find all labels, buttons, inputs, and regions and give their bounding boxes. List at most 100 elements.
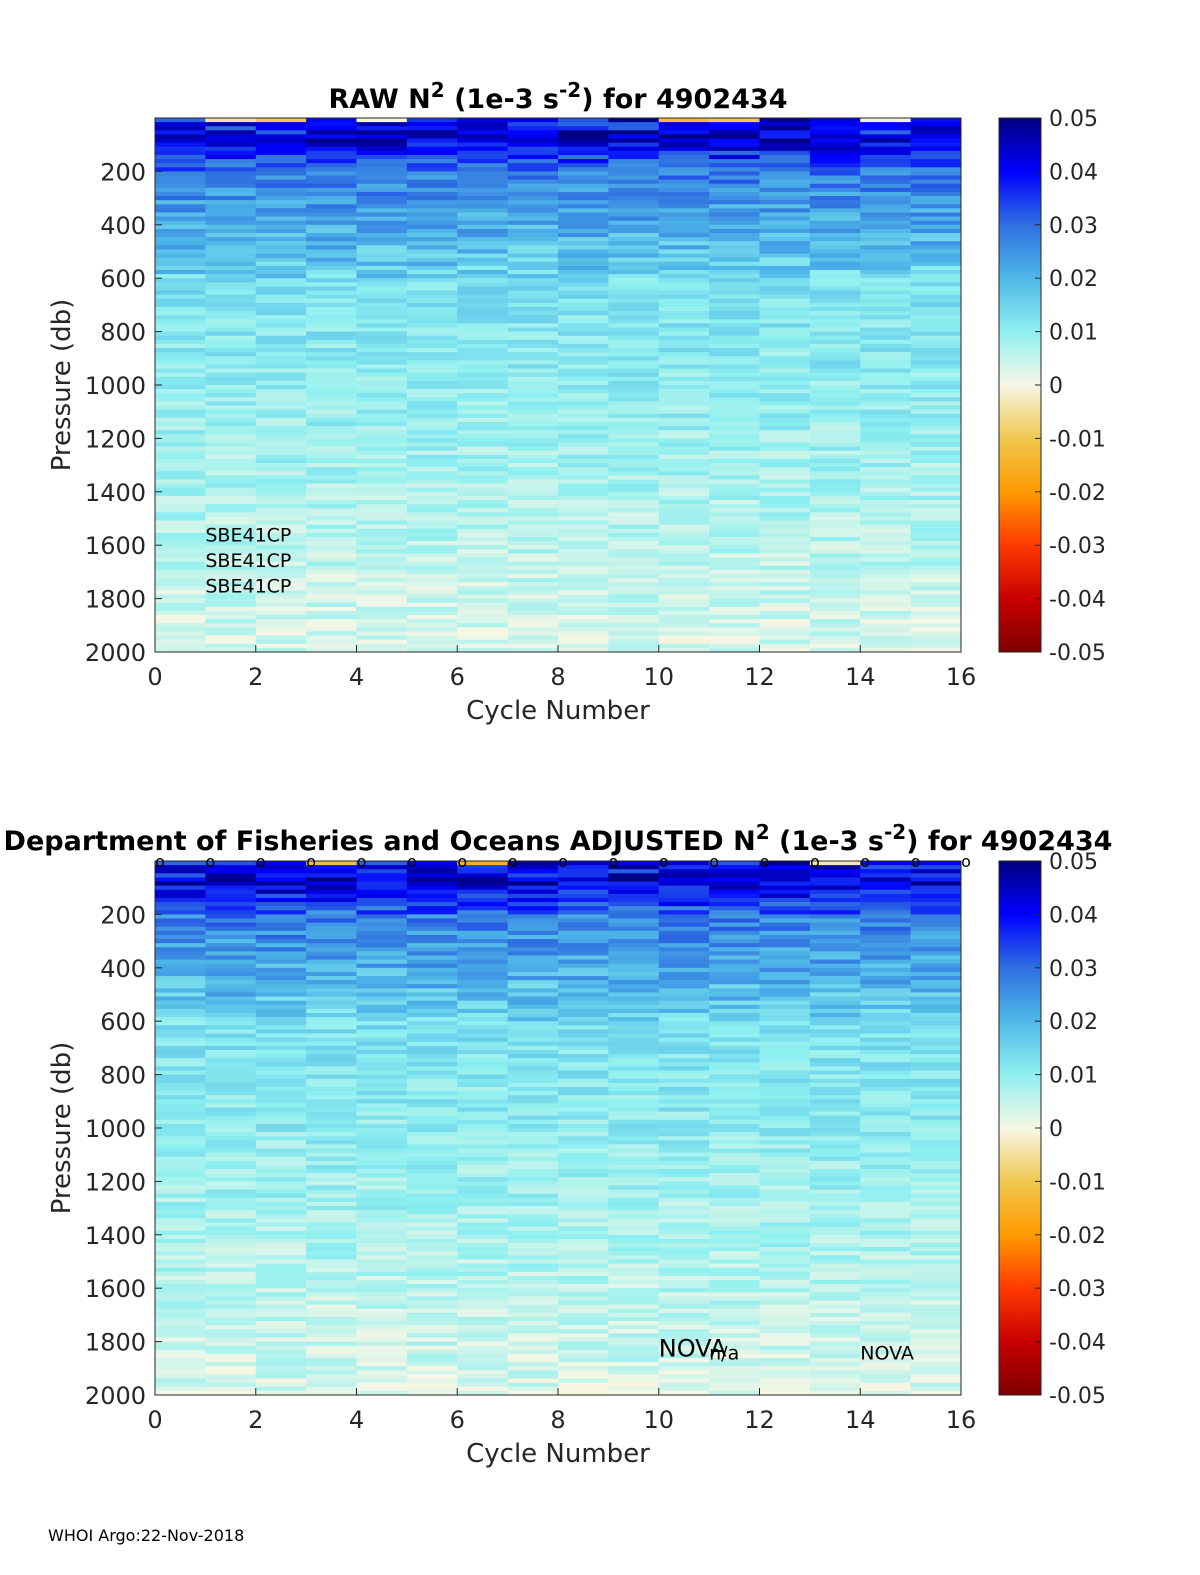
- heatmap-cell: [457, 1107, 509, 1112]
- heatmap-cell: [558, 1181, 609, 1186]
- heatmap-cell: [558, 602, 609, 608]
- heatmap-cell: [205, 1201, 257, 1207]
- heatmap-cell: [709, 302, 760, 308]
- heatmap-cell: [155, 1201, 206, 1207]
- heatmap-cell: [306, 389, 357, 394]
- heatmap-cell: [457, 1271, 509, 1277]
- heatmap-cell: [457, 306, 509, 312]
- heatmap-cell: [709, 286, 760, 291]
- heatmap-cell: [255, 623, 307, 628]
- heatmap-cell: [759, 504, 811, 509]
- heatmap-cell: [507, 1279, 559, 1285]
- heatmap-cell: [507, 861, 559, 866]
- heatmap-cell: [306, 897, 357, 903]
- heatmap-cell: [255, 228, 307, 234]
- heatmap-cell: [658, 1304, 710, 1310]
- heatmap-cell: [658, 1284, 710, 1289]
- heatmap-cell: [608, 1316, 660, 1322]
- heatmap-cell: [155, 1279, 206, 1285]
- heatmap-cell: [255, 397, 307, 402]
- heatmap-cell: [558, 610, 609, 616]
- heatmap-cell: [658, 1111, 710, 1117]
- heatmap-cell: [558, 532, 609, 538]
- heatmap-cell: [356, 1255, 408, 1260]
- heatmap-cell: [860, 237, 912, 242]
- heatmap-cell: [608, 532, 660, 538]
- heatmap-cell: [558, 1263, 609, 1269]
- heatmap-cell: [306, 1296, 357, 1301]
- heatmap-cell: [809, 290, 861, 296]
- heatmap-cell: [759, 475, 811, 480]
- heatmap-cell: [356, 409, 408, 415]
- heatmap-cell: [306, 1037, 357, 1043]
- heatmap-cell: [608, 1308, 660, 1314]
- heatmap-cell: [759, 1271, 811, 1277]
- heatmap-cell: [759, 1279, 811, 1285]
- heatmap-cell: [205, 167, 257, 172]
- heatmap-cell: [809, 175, 861, 181]
- heatmap-cell: [406, 241, 458, 246]
- heatmap-cell: [406, 565, 458, 571]
- heatmap-cell: [255, 393, 307, 398]
- heatmap-cell: [457, 1275, 509, 1281]
- heatmap-cell: [558, 549, 609, 554]
- heatmap-cell: [356, 216, 408, 222]
- heatmap-cell: [558, 1382, 609, 1388]
- heatmap-cell: [356, 1300, 408, 1306]
- heatmap-cell: [457, 578, 509, 583]
- heatmap-cell: [860, 984, 912, 989]
- heatmap-cell: [356, 413, 408, 419]
- heatmap-cell: [860, 1041, 912, 1047]
- heatmap-cell: [406, 1390, 458, 1396]
- heatmap-cell: [356, 881, 408, 887]
- heatmap-cell: [255, 996, 307, 1002]
- heatmap-cell: [658, 1214, 710, 1219]
- heatmap-cell: [406, 536, 458, 542]
- heatmap-cell: [910, 520, 962, 526]
- heatmap-cell: [809, 163, 861, 168]
- heatmap-cell: [457, 590, 509, 595]
- heatmap-cell: [507, 553, 559, 558]
- colorbar-tick-label: 0: [1049, 374, 1063, 399]
- heatmap-cell: [155, 401, 206, 406]
- heatmap-cell: [507, 1210, 559, 1215]
- heatmap-cell: [306, 339, 357, 345]
- heatmap-cell: [205, 1259, 257, 1264]
- heatmap-cell: [507, 528, 559, 534]
- heatmap-cell: [910, 1296, 962, 1301]
- heatmap-cell: [860, 1263, 912, 1269]
- heatmap-cell: [306, 1169, 357, 1174]
- heatmap-cell: [306, 167, 357, 172]
- heatmap-cell: [255, 1054, 307, 1059]
- heatmap-cell: [205, 1263, 257, 1269]
- heatmap-cell: [809, 1284, 861, 1289]
- heatmap-cell: [507, 467, 559, 472]
- heatmap-cell: [155, 479, 206, 484]
- heatmap-cell: [457, 274, 509, 279]
- heatmap-cell: [860, 536, 912, 542]
- heatmap-cell: [759, 154, 811, 160]
- heatmap-cell: [809, 861, 861, 866]
- heatmap-cell: [860, 1074, 912, 1080]
- heatmap-cell: [306, 573, 357, 579]
- heatmap-cell: [406, 992, 458, 997]
- heatmap-cell: [255, 212, 307, 217]
- heatmap-cell: [457, 569, 509, 575]
- heatmap-cell: [155, 1091, 206, 1096]
- heatmap-cell: [155, 1164, 206, 1170]
- heatmap-cell: [860, 951, 912, 956]
- heatmap-cell: [860, 1374, 912, 1379]
- heatmap-cell: [356, 446, 408, 452]
- heatmap-cell: [205, 623, 257, 628]
- heatmap-cell: [709, 343, 760, 349]
- heatmap-cell: [658, 298, 710, 304]
- heatmap-cell: [507, 1078, 559, 1084]
- heatmap-cell: [406, 1070, 458, 1075]
- heatmap-cell: [759, 1119, 811, 1125]
- heatmap-cell: [306, 1390, 357, 1396]
- heatmap-cell: [406, 1004, 458, 1010]
- heatmap-cell: [860, 1300, 912, 1306]
- heatmap-cell: [558, 943, 609, 948]
- heatmap-cell: [608, 191, 660, 197]
- heatmap-cell: [860, 150, 912, 156]
